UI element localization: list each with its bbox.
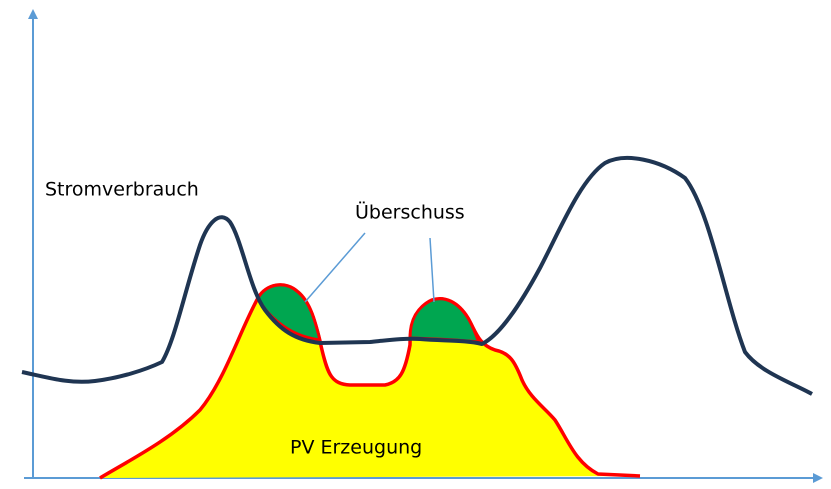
- consumption-line: [21, 155, 813, 396]
- pv-label: PV Erzeugung: [290, 437, 422, 459]
- callout-line: [304, 232, 366, 303]
- consumption-label: Stromverbrauch: [45, 179, 199, 201]
- surplus-area: [408, 297, 482, 344]
- pv-area: [99, 283, 641, 480]
- callout-line: [429, 237, 435, 303]
- surplus-label: Überschuss: [355, 201, 465, 224]
